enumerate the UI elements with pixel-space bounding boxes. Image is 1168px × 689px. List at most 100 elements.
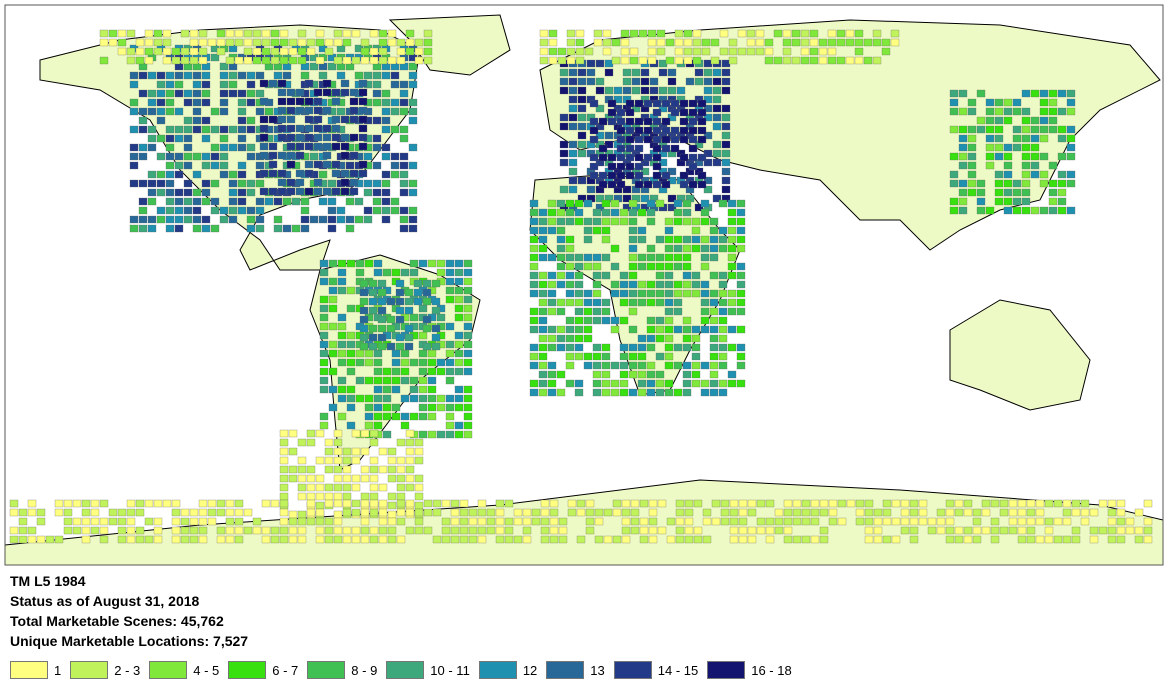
scene-tile [688, 99, 698, 108]
scene-tile [259, 169, 269, 178]
scene-tile [360, 429, 370, 438]
scene-tile [712, 158, 722, 167]
scene-tile [373, 394, 383, 403]
scene-tile [1008, 499, 1018, 508]
scene-tile [174, 170, 184, 179]
scene-tile [495, 499, 505, 508]
scene-tile [108, 508, 118, 517]
scene-tile [583, 316, 593, 325]
scene-tile [318, 197, 328, 206]
scene-tile [727, 235, 737, 244]
scene-tile [566, 29, 576, 38]
scene-tile [225, 38, 235, 47]
scene-tile [189, 535, 199, 544]
scene-tile [736, 280, 746, 289]
scene-tile [607, 99, 617, 108]
scene-tile [135, 38, 145, 47]
scene-tile [346, 421, 356, 430]
scene-tile [364, 349, 374, 358]
scene-tile [354, 215, 364, 224]
scene-tile [174, 152, 184, 161]
legend-item: 2 - 3 [70, 661, 140, 679]
scene-tile [368, 288, 378, 297]
scene-tile [381, 152, 391, 161]
scene-tile [556, 208, 566, 217]
scene-tile [414, 492, 424, 501]
scene-tile [864, 508, 874, 517]
scene-tile [994, 116, 1004, 125]
scene-tile [408, 107, 418, 116]
scene-tile [682, 316, 692, 325]
scene-tile [295, 178, 305, 187]
scene-tile [1089, 508, 1099, 517]
legend-item: 8 - 9 [307, 661, 377, 679]
scene-tile [369, 483, 379, 492]
scene-tile [360, 56, 370, 65]
scene-tile [400, 268, 410, 277]
scene-tile [363, 206, 373, 215]
scene-tile [405, 47, 415, 56]
scene-tile [682, 379, 692, 388]
scene-tile [709, 235, 719, 244]
scene-tile [566, 38, 576, 47]
scene-tile [396, 492, 406, 501]
scene-tile [685, 77, 695, 86]
scene-tile [337, 349, 347, 358]
scene-tile [667, 167, 677, 176]
scene-tile [399, 89, 409, 98]
scene-tile [628, 217, 638, 226]
scene-tile [628, 289, 638, 298]
legend-item: 1 [10, 661, 61, 679]
scene-tile [538, 217, 548, 226]
scene-tile [664, 316, 674, 325]
scene-tile [958, 89, 968, 98]
scene-tile [637, 352, 647, 361]
scene-tile [373, 403, 383, 412]
scene-tile [602, 29, 612, 38]
scene-tile [697, 180, 707, 189]
scene-tile [727, 307, 737, 316]
scene-tile [1044, 517, 1054, 526]
scene-tile [405, 429, 415, 438]
scene-tile [575, 47, 585, 56]
scene-tile [565, 235, 575, 244]
map-frame [4, 4, 1164, 566]
scene-tile [436, 259, 446, 268]
scene-tile [396, 483, 406, 492]
scene-tile [692, 56, 702, 65]
scene-tile [592, 352, 602, 361]
scene-tile [436, 268, 446, 277]
scene-tile [529, 199, 539, 208]
scene-tile [306, 47, 316, 56]
scene-tile [117, 517, 127, 526]
scene-tile [228, 197, 238, 206]
scene-tile [368, 297, 378, 306]
scene-tile [328, 340, 338, 349]
scene-tile [854, 38, 864, 47]
scene-tile [192, 197, 202, 206]
scene-tile [568, 176, 578, 185]
scene-tile [691, 226, 701, 235]
scene-tile [268, 169, 278, 178]
scene-tile [610, 208, 620, 217]
scene-tile [575, 29, 585, 38]
scene-tile [1062, 499, 1072, 508]
scene-tile [607, 180, 617, 189]
scene-tile [288, 47, 298, 56]
scene-tile [958, 161, 968, 170]
scene-tile [355, 394, 365, 403]
scene-tile [147, 98, 157, 107]
scene-tile [295, 106, 305, 115]
scene-tile [396, 535, 406, 544]
scene-tile [259, 124, 269, 133]
scene-tile [783, 499, 793, 508]
scene-tile [165, 170, 175, 179]
scene-tile [667, 77, 677, 86]
scene-tile [279, 508, 289, 517]
scene-tile [565, 208, 575, 217]
scene-tile [391, 367, 401, 376]
scene-tile [387, 535, 397, 544]
scene-tile [219, 215, 229, 224]
scene-tile [174, 89, 184, 98]
scene-tile [1048, 125, 1058, 134]
